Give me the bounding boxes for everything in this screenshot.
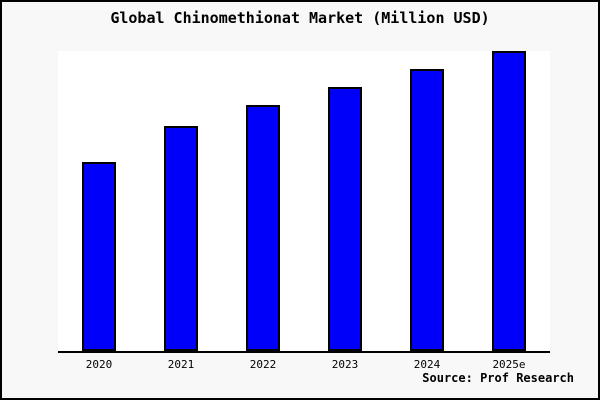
bar-slot [386, 51, 468, 351]
bar-2022 [246, 105, 280, 351]
bar-slot [468, 51, 550, 351]
plot-area [58, 51, 550, 353]
bar-slot [140, 51, 222, 351]
bar-slot [58, 51, 140, 351]
x-tick-label-2023: 2023 [331, 358, 359, 371]
bar-2021 [164, 126, 198, 351]
bar-2024 [410, 69, 444, 351]
x-tick-label-2020: 2020 [85, 358, 113, 371]
chart-title: Global Chinomethionat Market (Million US… [110, 9, 490, 27]
x-tick-label-2022: 2022 [249, 358, 277, 371]
x-tick-label-2025e: 2025e [492, 358, 526, 371]
x-tick-label-2021: 2021 [167, 358, 195, 371]
bar-2023 [328, 87, 362, 351]
bar-2020 [82, 162, 116, 351]
x-axis-labels: 2020 2021 2022 2023 2024 2025e [58, 358, 550, 371]
bar-slot [222, 51, 304, 351]
source-credit: Source: Prof Research [422, 371, 574, 385]
x-tick-label-2024: 2024 [413, 358, 441, 371]
bar-slot [304, 51, 386, 351]
bar-2025e [492, 51, 526, 351]
